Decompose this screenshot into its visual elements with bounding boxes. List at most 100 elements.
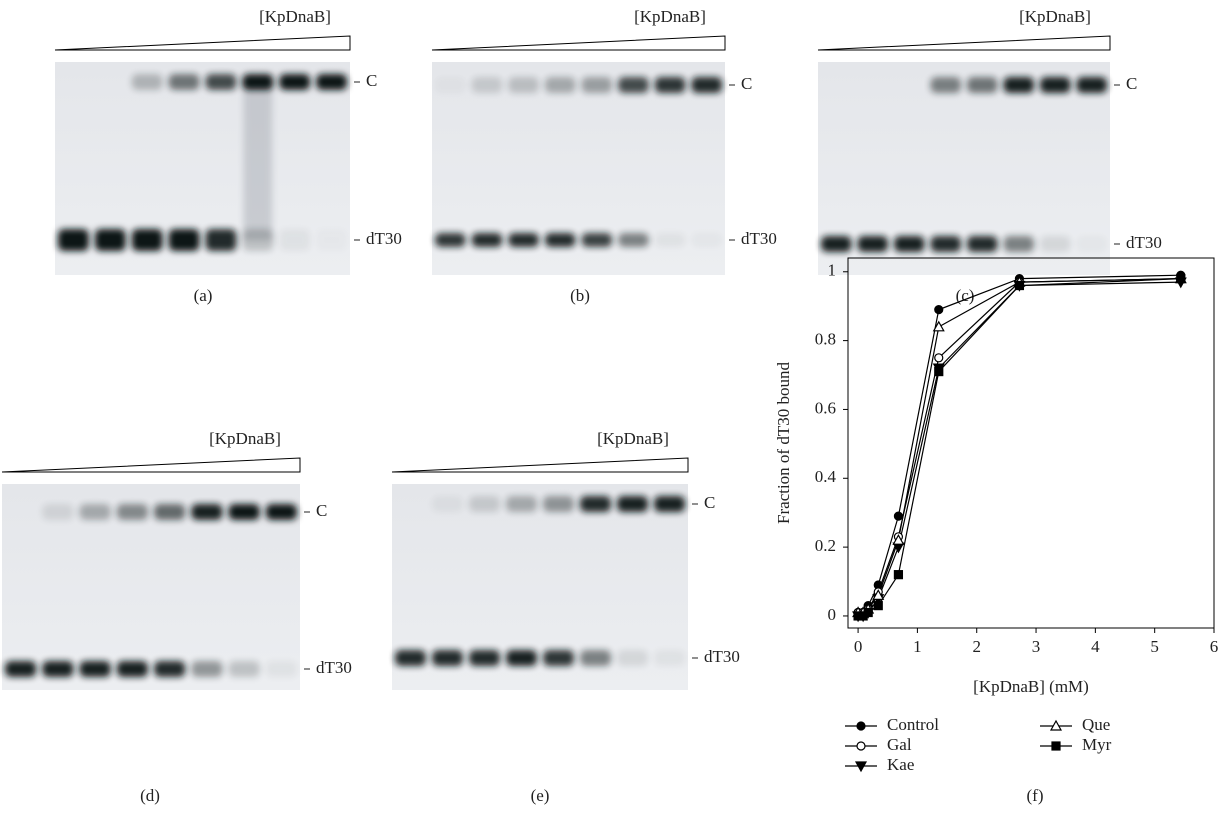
- gel-band: [94, 229, 126, 251]
- gel-band: [279, 74, 311, 90]
- gel-band: [435, 77, 466, 93]
- band-label: dT30: [316, 658, 352, 677]
- gel-band: [471, 233, 503, 247]
- y-tick-label: 0.6: [815, 398, 836, 417]
- marker: [1176, 274, 1186, 284]
- x-tick-label: 3: [1032, 637, 1041, 656]
- gel-band: [1040, 77, 1071, 93]
- gel-band: [316, 229, 347, 251]
- y-axis-label: Fraction of dT30 bound: [774, 362, 793, 524]
- gel-band: [544, 77, 576, 93]
- gel-band: [42, 504, 74, 520]
- x-tick-label: 4: [1091, 637, 1100, 656]
- gel-band: [506, 650, 537, 666]
- gel-band: [131, 229, 163, 251]
- marker: [1051, 741, 1061, 751]
- gel-band: [469, 650, 500, 666]
- gel-band: [191, 661, 223, 677]
- panel-caption: (f): [1027, 786, 1044, 805]
- concentration-wedge: [431, 35, 726, 51]
- concentration-wedge: [817, 35, 1111, 51]
- marker: [856, 721, 866, 731]
- gel-band: [930, 77, 961, 93]
- gel-band: [469, 496, 500, 512]
- marker: [873, 601, 883, 611]
- gel-title: [KpDnaB]: [597, 429, 669, 448]
- marker: [893, 511, 904, 521]
- gel-band: [228, 504, 260, 520]
- series-line: [858, 278, 1181, 617]
- marker: [1014, 280, 1025, 291]
- gel-band: [242, 74, 274, 90]
- series-line: [858, 281, 1181, 617]
- marker: [1049, 719, 1063, 731]
- band-label: C: [704, 493, 715, 512]
- gel-band: [544, 233, 576, 247]
- marker: [854, 761, 868, 773]
- gel-band: [691, 233, 722, 247]
- x-tick-label: 2: [972, 637, 981, 656]
- gel-band: [580, 650, 611, 666]
- y-tick-label: 0.4: [815, 467, 837, 486]
- gel-band: [1040, 236, 1071, 252]
- gel-band: [79, 661, 111, 677]
- gel-band: [857, 236, 888, 252]
- x-tick-label: 0: [854, 637, 863, 656]
- concentration-wedge: [391, 457, 689, 473]
- gel-band: [265, 504, 297, 520]
- gel-band: [116, 661, 148, 677]
- plot-frame: [847, 257, 1215, 629]
- panel-caption: (a): [194, 286, 213, 305]
- legend-label: Control: [887, 715, 939, 734]
- band-label: dT30: [366, 229, 402, 248]
- gel-title: [KpDnaB]: [1019, 7, 1091, 26]
- gel-band: [242, 229, 274, 251]
- y-tick-label: 0: [828, 605, 837, 624]
- gel-band: [228, 661, 260, 677]
- gel-title: [KpDnaB]: [634, 7, 706, 26]
- series-line: [858, 278, 1181, 614]
- gel-band: [967, 236, 998, 252]
- gel-band: [58, 229, 89, 251]
- panel-caption: (d): [140, 786, 160, 805]
- gel-band: [435, 233, 466, 247]
- gel-band: [205, 229, 237, 251]
- marker: [934, 366, 944, 377]
- gel-band: [1076, 77, 1107, 93]
- gel-band: [191, 504, 223, 520]
- y-tick-label: 1: [828, 261, 837, 280]
- gel-band: [654, 77, 686, 93]
- gel-band: [654, 496, 685, 512]
- x-tick-label: 1: [913, 637, 922, 656]
- series-line: [858, 278, 1181, 614]
- gel-band: [543, 650, 574, 666]
- gel-title: [KpDnaB]: [209, 429, 281, 448]
- marker: [932, 320, 945, 332]
- gel-band: [581, 77, 613, 93]
- gel-band: [1003, 236, 1034, 252]
- gel-smear: [243, 82, 273, 240]
- marker: [892, 533, 905, 545]
- gel-band: [42, 661, 74, 677]
- x-axis-label: [KpDnaB] (mM): [973, 677, 1089, 696]
- x-tick-label: 6: [1210, 637, 1219, 656]
- legend-label: Gal: [887, 735, 912, 754]
- gel-band: [506, 496, 537, 512]
- band-label: dT30: [741, 229, 777, 248]
- legend-label: Que: [1082, 715, 1110, 734]
- concentration-wedge: [54, 35, 351, 51]
- gel-band: [618, 77, 649, 93]
- band-label: C: [366, 71, 377, 90]
- x-tick-label: 5: [1150, 637, 1159, 656]
- y-tick-label: 0.2: [815, 536, 836, 555]
- gel-band: [471, 77, 503, 93]
- gel-band: [116, 504, 148, 520]
- marker: [934, 305, 944, 315]
- gel-title: [KpDnaB]: [259, 7, 331, 26]
- panel-caption: (b): [570, 286, 590, 305]
- series-line: [858, 274, 1181, 614]
